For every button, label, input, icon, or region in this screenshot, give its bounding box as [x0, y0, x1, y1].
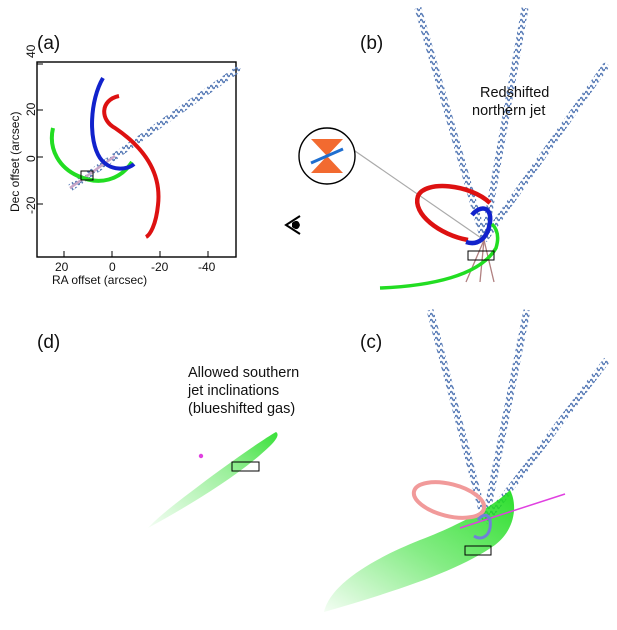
- panel-c-jet-middle: [481, 309, 531, 523]
- panel-c-green-fan: [324, 490, 515, 612]
- panel-d: [148, 432, 278, 528]
- panel-a-ylabel: Dec offset (arcsec): [8, 111, 22, 212]
- panel-a-ytick: 40: [24, 44, 38, 58]
- panel-b-note-line1: Redshifted: [480, 85, 550, 101]
- panel-a-xtick: -40: [198, 260, 216, 274]
- panel-a-xtick: 20: [55, 260, 69, 274]
- panel-b-red-loop: [414, 183, 492, 243]
- panel-a-source-box: [80, 170, 94, 181]
- panel-c-blue-arc: [473, 513, 492, 540]
- panel-c-letter: (c): [360, 332, 383, 353]
- panel-b-note-line2: northern jet: [472, 103, 546, 119]
- panel-a-letter: (a): [37, 33, 61, 54]
- panel-d-note-line2: jet inclinations: [188, 383, 280, 399]
- panel-a-ticks: [37, 63, 209, 257]
- panel-c-magenta-axis: [459, 493, 566, 529]
- panel-a-ytick: -20: [24, 196, 38, 214]
- panel-a-ytick: 0: [24, 155, 38, 162]
- panel-c-jet-left: [426, 309, 489, 523]
- panel-a-xtick: -20: [151, 260, 169, 274]
- panel-d-source-box: [231, 461, 260, 472]
- panel-a-plot-frame: [36, 61, 237, 258]
- panel-b-green-arc: [379, 222, 500, 290]
- panel-d-letter: (d): [37, 332, 61, 353]
- eye-icon: [284, 215, 301, 235]
- panel-b-source-box: [467, 250, 495, 261]
- panel-d-magenta-dot: [198, 453, 204, 459]
- panel-b-lower-lines: [465, 239, 495, 283]
- panel-b-letter: (b): [360, 33, 384, 54]
- panel-d-green-fan: [148, 432, 278, 528]
- panel-a-red-curve: [102, 94, 161, 239]
- panel-d-note-line3: (blueshifted gas): [188, 401, 296, 417]
- panel-a: [36, 61, 243, 258]
- panel-b-blue-arc: [465, 206, 493, 246]
- panel-b-jet-left: [414, 7, 488, 241]
- bipolar-outflow-icon: [298, 127, 356, 185]
- panel-c-source-box: [464, 545, 492, 556]
- panel-c: [324, 309, 610, 612]
- panel-b-jet-right: [481, 61, 610, 243]
- panel-a-blue-curve: [90, 76, 136, 171]
- panel-d-note-line1: Allowed southern: [188, 365, 300, 381]
- panel-b: [284, 7, 610, 290]
- panel-c-red-loop: [411, 480, 487, 520]
- panel-a-xlabel: RA offset (arcsec): [52, 273, 148, 287]
- panel-a-ytick: 20: [24, 102, 38, 116]
- panel-a-green-curve: [49, 127, 134, 183]
- panel-a-xtick: 0: [109, 260, 116, 274]
